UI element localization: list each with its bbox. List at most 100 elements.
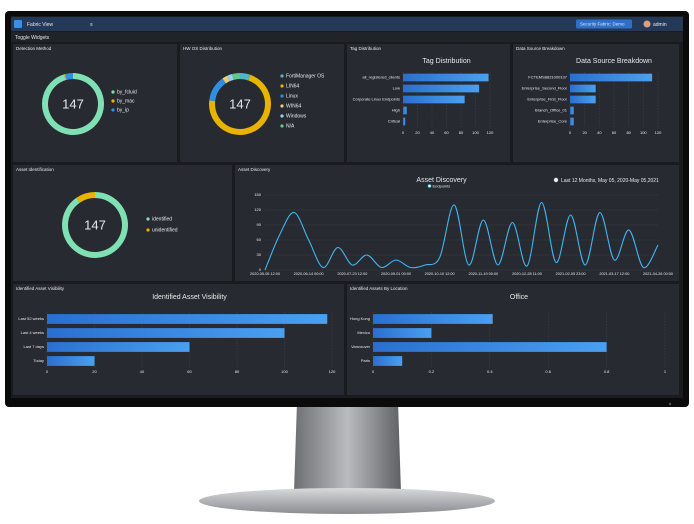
bar [403,106,407,115]
y-category-label: Vancouver [351,344,370,349]
user-menu[interactable]: admin [653,22,667,28]
x-tick-label: 2020-05-05 12:00 [250,272,280,276]
donut-total: 147 [229,96,251,111]
legend-label: WIN64 [286,104,302,110]
legend-label: N/A [286,124,295,130]
x-tick-label: 2020-07-23 12:00 [337,272,367,276]
donut-segment [222,75,230,84]
x-tick-label: 2020-09-01 00:00 [381,272,411,276]
y-category-label: Last 7 days [24,344,44,349]
x-tick-label: 20 [582,130,587,135]
chart-title: Tag Distribution [422,58,470,65]
x-tick-label: 20 [92,369,97,374]
x-tick-label: 0 [402,130,405,135]
y-category-label: High [392,108,400,113]
y-tick-label: 90 [257,222,262,227]
bar [570,106,574,115]
y-category-label: Corporate Linux Endpoints [353,97,400,102]
bar [403,73,489,82]
legend-label: Windows [286,114,307,120]
fabric-button[interactable] [576,19,632,29]
bar [570,84,596,93]
x-tick-label: 120 [329,369,336,374]
x-tick-label: 40 [430,130,435,135]
x-tick-label: 0 [569,130,572,135]
legend-label: by_mac [117,99,135,105]
legend-label: by_ip [117,108,129,114]
toolbar [11,32,683,42]
x-tick-label: 0.6 [545,369,551,374]
bar [47,342,190,352]
x-tick-label: 20 [415,130,420,135]
donut-total: 147 [84,217,106,232]
chart-title: Office [510,294,528,301]
chart-title: Data Source Breakdown [576,58,652,65]
legend-label: by_fcluid [117,90,137,96]
legend-swatch [280,104,284,108]
power-led [668,402,672,406]
widget-title: Asset Identification [16,167,54,172]
date-range: Last 12 Months, May 05, 2020-May 05,2021 [561,178,659,184]
bar [373,328,432,338]
fabric-view-menu[interactable]: Fabric View [27,22,53,28]
bar [373,356,403,366]
bar [373,314,493,324]
donut-segment [209,78,226,102]
legend-swatch [111,99,115,103]
widget-title: Identified Asset Visibility [16,286,65,291]
x-tick-label: 100 [640,130,647,135]
menu-toggle[interactable]: ≡ [90,22,93,28]
bar [47,328,285,338]
bar [373,342,607,352]
widget-title: Data Source Breakdown [516,46,565,51]
toggle-widgets[interactable]: Toggle Widgets [15,35,50,41]
x-tick-label: 40 [140,369,145,374]
y-tick-label: 0 [259,267,262,272]
widget-title: Tag Distribution [350,46,382,51]
y-tick-label: 150 [254,192,261,197]
widget-panel [513,44,679,162]
y-category-label: Critical [388,119,400,124]
widget-title: Detection Method [16,46,52,51]
donut-segment [63,74,67,81]
legend-swatch [146,217,150,221]
x-tick-label: 0.2 [429,369,435,374]
donut-segment [227,74,234,82]
x-tick-label: 2020-10-10 12:00 [425,272,455,276]
bar [570,117,574,126]
x-tick-label: 0.8 [604,369,610,374]
widget-panel [347,284,679,395]
legend-swatch [280,94,284,98]
y-category-label: Paris [361,358,370,363]
donut-segment [76,192,95,203]
legend-label: identified [152,217,172,223]
x-tick-label: 2020-11-19 00:00 [468,272,498,276]
widget-title: Identified Assets By Location [350,286,408,291]
x-tick-label: 120 [487,130,494,135]
avatar[interactable] [643,20,651,28]
x-tick-label: 2020-06-14 00:00 [294,272,324,276]
y-category-label: Hong Kong [350,316,370,321]
x-tick-label: 2020-12-28 11:00 [512,272,542,276]
legend-swatch [280,114,284,118]
legend-swatch [146,228,150,232]
top-bar [11,17,683,31]
x-tick-label: 2021-02-05 23:00 [556,272,586,276]
bar [403,95,465,104]
fabric-button-label[interactable]: Security Fabric: Demo [580,22,625,27]
widget-title: Asset Discovery [238,167,271,172]
donut-total: 147 [62,96,84,111]
widget-panel [180,44,344,162]
x-tick-label: 80 [626,130,631,135]
legend-label: LIN64 [286,84,300,90]
chart-title: Asset Discovery [416,177,467,184]
app-logo[interactable] [14,20,22,28]
y-category-label: all_registered_clients [362,75,400,80]
x-tick-label: 0 [372,369,375,374]
y-category-label: Enterprise_Core [538,119,568,124]
legend-label: FortiManager OS [286,74,325,80]
widget-panel [13,284,344,395]
legend-label: Endpoints [433,183,451,188]
dashboard: Detection Method by_fcluid by_mac by_ip 147 H… [13,44,679,395]
